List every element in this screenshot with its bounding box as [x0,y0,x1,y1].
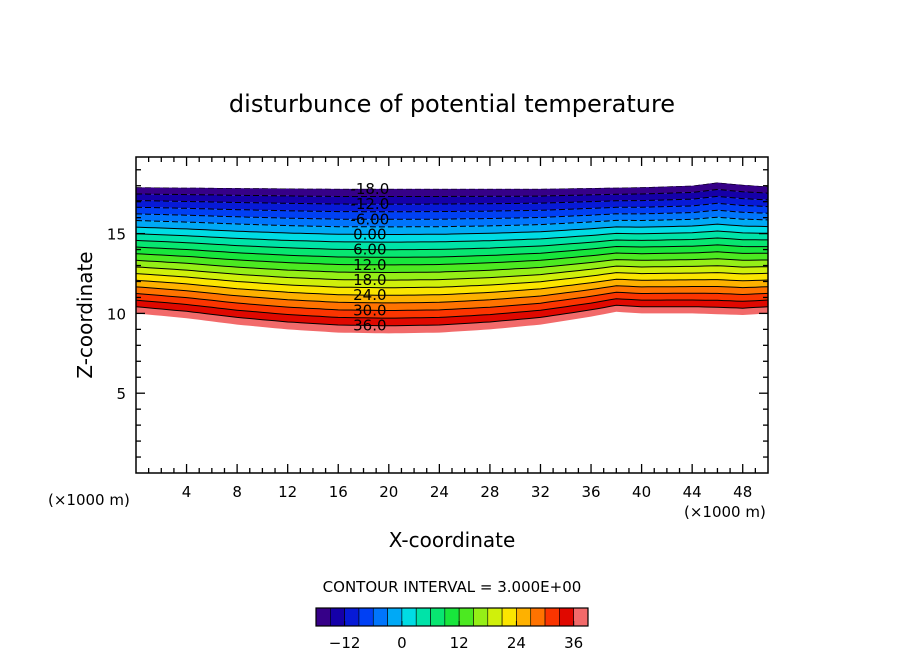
contour-band [136,292,768,319]
contour-band [136,285,768,311]
contour-line [136,285,768,304]
colorbar-cell [530,607,546,627]
contour-label: -18.0 [350,180,389,198]
contour-line [136,182,768,190]
colorbar-cell [430,607,446,627]
contour-line [136,244,768,258]
x-tick-label: 36 [581,483,600,501]
contour-interval-text: CONTOUR INTERVAL = 3.000E+00 [323,578,582,596]
contour-band [136,182,768,197]
contour-band [136,265,768,288]
colorbar-cell [516,607,532,627]
colorbar-tick-label: 36 [564,634,583,652]
contour-line [136,291,768,311]
colorbar-tick-label: 24 [507,634,526,652]
contour-band [136,238,768,258]
contour-band [136,203,768,220]
contour-label: -12.0 [350,195,389,213]
chart-title: disturbunce of potential temperature [229,90,675,118]
x-tick-label: 32 [531,483,550,501]
contour-line [136,188,768,197]
colorbar-cell [344,607,360,627]
colorbar-tick-label: 12 [450,634,469,652]
x-tick-label: 12 [278,483,297,501]
contour-line [136,251,768,266]
x-tick-label: 20 [379,483,398,501]
colorbar-cell [473,607,489,627]
contour-line [136,258,768,273]
contour-band [136,258,768,281]
colorbar-tick-label: −12 [329,634,361,652]
contour-line [136,195,768,205]
contour-label: 36.0 [353,316,386,334]
x-unit-left: (×1000 m) [48,491,130,509]
colorbar-cell [487,607,503,627]
contour-line [136,298,768,319]
colorbar-cell [387,607,403,627]
x-tick-label: 48 [733,483,752,501]
contour-band [136,279,768,303]
contour-label: 18.0 [353,271,386,289]
x-tick-label: 16 [329,483,348,501]
colorbar-cell [573,607,589,627]
colorbar-cell [544,607,560,627]
contour-band [136,272,768,296]
colorbar-cell [415,607,431,627]
x-axis-label: X-coordinate [389,528,516,552]
contour-line [136,304,768,327]
x-tick-label: 4 [182,483,192,501]
x-tick-label: 8 [232,483,242,501]
colorbar-cell [501,607,517,627]
y-axis-ticks: 5 10 15 [107,169,768,458]
colorbar: −12 0 12 24 36 [315,607,589,652]
colorbar-cell [401,607,417,627]
colorbar-tick-label: 0 [397,634,407,652]
contour-band [136,244,768,265]
contour-line [136,230,768,243]
x-tick-label: 44 [683,483,702,501]
contour-line [136,223,768,235]
contour-label: 24.0 [353,286,386,304]
colorbar-frame [315,607,589,627]
contour-line [136,265,768,281]
x-tick-label: 28 [480,483,499,501]
colorbar-cell [315,607,331,627]
y-tick-label: 5 [116,385,126,403]
contour-label: -6.00 [350,210,389,228]
contour-band [136,217,768,235]
contour-band [136,231,768,250]
x-unit-right: (×1000 m) [684,503,766,521]
contour-band [136,251,768,273]
contour-line [136,216,768,228]
contour-label: 12.0 [353,256,386,274]
contour-line [136,272,768,289]
contour-label: 6.00 [353,241,386,259]
contour-band [136,298,768,326]
colorbar-cell [372,607,388,627]
y-tick-label: 10 [107,305,126,323]
contour-line [136,278,768,296]
x-axis-ticks: 4 8 12 16 20 24 28 32 36 40 44 48 [147,157,757,501]
x-tick-label: 24 [430,483,449,501]
contour-label: 30.0 [353,301,386,319]
contour-band [136,224,768,243]
colorbar-cell [559,607,574,627]
contour-line [136,209,768,220]
contour-label: 0.00 [353,225,386,243]
colorbar-cell [458,607,474,627]
colorbar-cell [330,607,345,627]
contour-line [136,202,768,213]
contour-band [136,210,768,227]
contour-line [136,237,768,251]
colorbar-cell [444,607,460,627]
colorbar-cell [358,607,374,627]
y-tick-label: 15 [107,226,126,244]
x-tick-label: 40 [632,483,651,501]
y-axis-label: Z-coordinate [73,251,97,378]
